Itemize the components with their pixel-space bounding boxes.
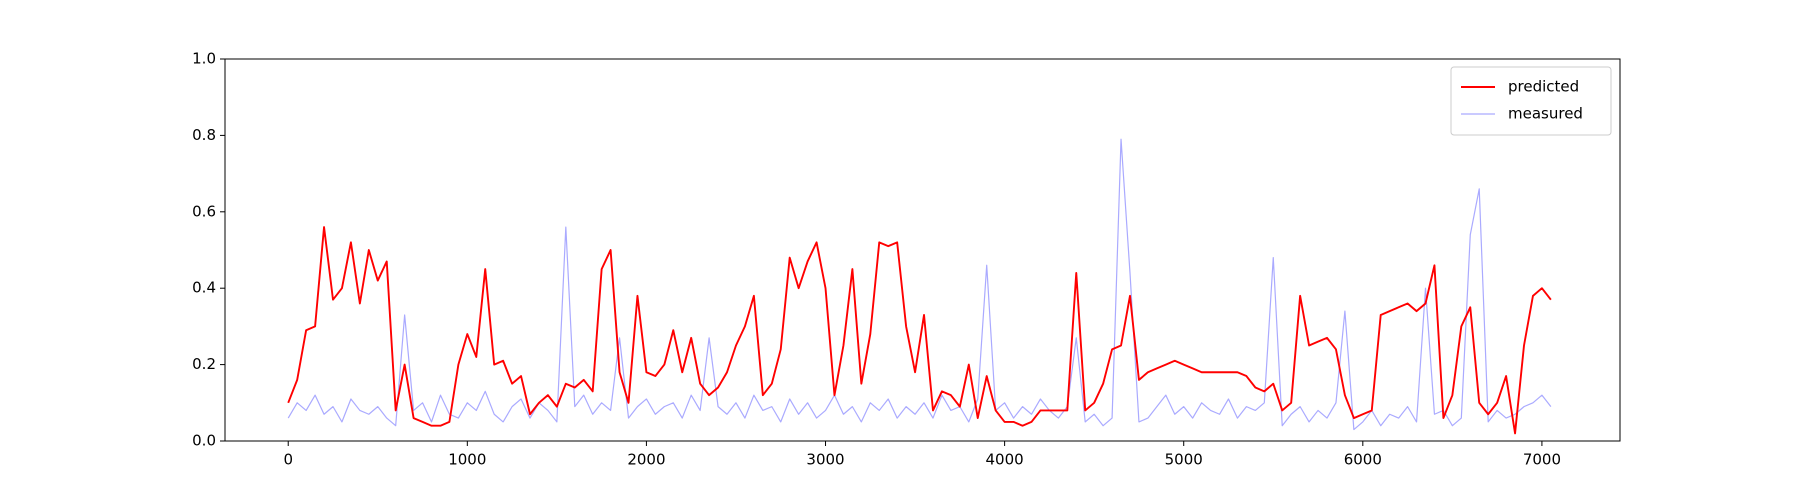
legend-label: predicted <box>1508 78 1579 96</box>
x-tick-label: 7000 <box>1523 451 1561 469</box>
line-series <box>287 226 1552 435</box>
y-tick-label: 0.6 <box>192 202 216 220</box>
x-tick-label: 4000 <box>986 451 1024 469</box>
x-tick-label: 0 <box>283 451 293 469</box>
legend: predicted measured <box>1450 66 1612 136</box>
y-tick-label: 1.0 <box>192 50 216 68</box>
x-tick-label: 2000 <box>627 451 665 469</box>
y-tick-label: 0.0 <box>192 432 216 450</box>
x-tick-label: 5000 <box>1165 451 1203 469</box>
y-tick-label: 0.8 <box>192 126 216 144</box>
x-tick-label: 3000 <box>806 451 844 469</box>
plot-frame <box>224 58 1621 442</box>
line-series <box>287 138 1552 431</box>
legend-label: measured <box>1508 105 1583 123</box>
x-tick-label: 1000 <box>448 451 486 469</box>
y-tick-label: 0.4 <box>192 279 216 297</box>
x-tick-label: 6000 <box>1344 451 1382 469</box>
y-tick-label: 0.2 <box>192 355 216 373</box>
legend-box <box>1450 66 1612 136</box>
